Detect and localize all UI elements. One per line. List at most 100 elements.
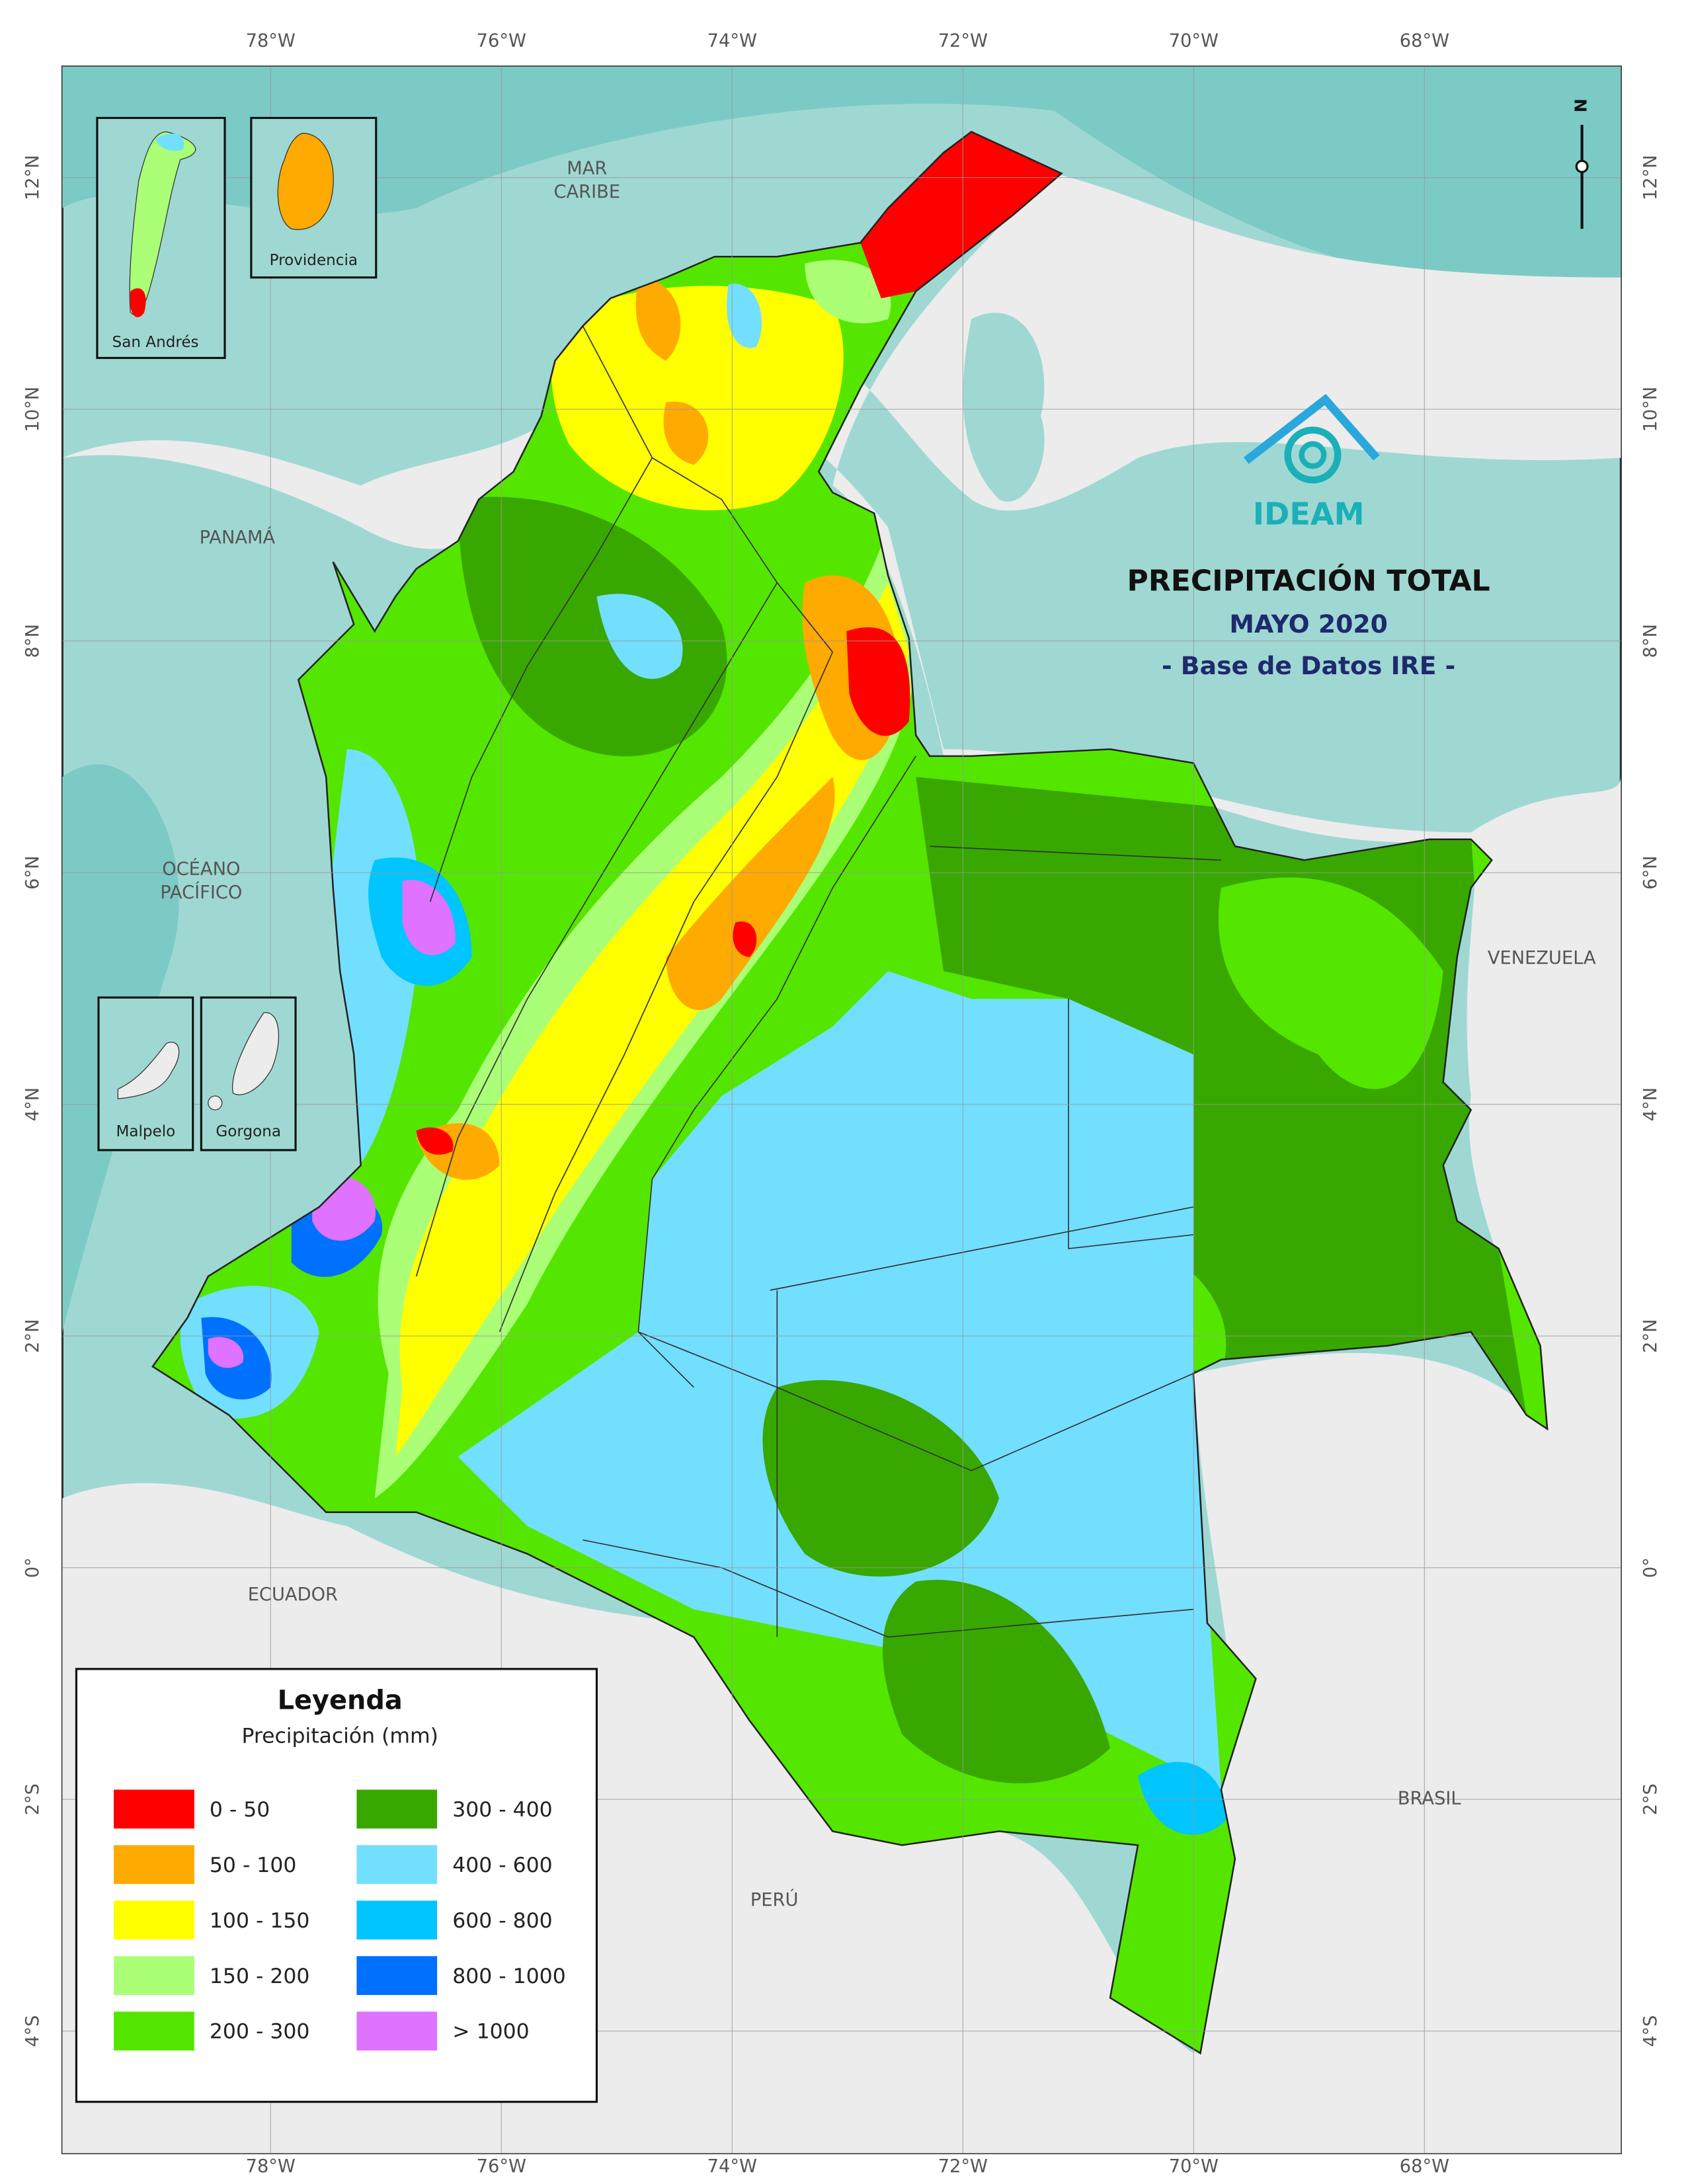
san-andres-blue: [155, 134, 184, 151]
department-border: [582, 1539, 1194, 1638]
legend-label: 600 - 800: [452, 1909, 553, 1933]
precip-zone: [733, 921, 757, 958]
latitude-label: 2°S: [1640, 1783, 1661, 1815]
legend-swatch: [356, 1789, 438, 1829]
legend-label: 300 - 400: [452, 1798, 553, 1822]
place-label: BRASIL: [1398, 1789, 1462, 1809]
latitude-label: 8°N: [1640, 624, 1661, 658]
latitude-label: 12°N: [22, 155, 43, 200]
longitude-label: 78°W: [246, 2156, 296, 2177]
legend-swatch: [114, 2011, 194, 2051]
colombia-outline: [151, 130, 1548, 2055]
legend-label: 50 - 100: [210, 1853, 296, 1877]
latitude-label: 12°N: [1640, 155, 1661, 200]
latitude-label: 6°N: [1640, 855, 1661, 889]
latitude-label: 2°N: [22, 1319, 43, 1352]
legend-items: 0 - 50 50 - 100 100 - 150 150 - 200 200 - 30…: [114, 1789, 566, 2051]
logo-swirl: [1284, 426, 1342, 484]
department-border: [930, 845, 1221, 1249]
gorgona-island: [232, 1012, 279, 1095]
legend-swatch: [114, 1845, 194, 1885]
latitude-label: 8°N: [22, 624, 43, 658]
gorgona-islet: [208, 1095, 223, 1111]
longitude-label: 68°W: [1400, 30, 1449, 51]
place-label: ECUADOR: [248, 1584, 338, 1605]
legend-swatch: [356, 2011, 438, 2051]
legend-label: 150 - 200: [210, 1965, 310, 1988]
map-subtitle: MAYO 2020: [1229, 609, 1388, 639]
logo-text: IDEAM: [1253, 496, 1365, 531]
precip-zone: [551, 286, 844, 511]
malpelo-island: [117, 1042, 180, 1099]
legend-swatch: [356, 1845, 438, 1885]
longitude-label: 74°W: [707, 30, 757, 51]
place-label: VENEZUELA: [1488, 948, 1596, 968]
latitude-label: 2°S: [22, 1783, 43, 1815]
inset-label: San Andrés: [112, 334, 199, 351]
legend-swatch: [114, 1900, 194, 1940]
precip-zone: [882, 1579, 1111, 1783]
graticule: [62, 66, 1621, 2154]
longitude-label: 74°W: [707, 2156, 757, 2177]
lake-maracaibo: [963, 313, 1045, 502]
longitude-label: 76°W: [477, 30, 526, 51]
precip-zone: [727, 284, 762, 348]
legend-label: 200 - 300: [210, 2020, 310, 2044]
latitude-label: 10°N: [1640, 387, 1661, 432]
department-border: [638, 1206, 1194, 1637]
longitude-label: 70°W: [1169, 2156, 1219, 2177]
map-title: PRECIPITACIÓN TOTAL: [1127, 563, 1490, 598]
latitude-label: 6°N: [22, 855, 43, 889]
latitude-label: 4°N: [1640, 1087, 1661, 1121]
longitude-label: 68°W: [1400, 2156, 1449, 2177]
north-label: N: [1572, 98, 1591, 112]
latitude-label: 10°N: [22, 387, 43, 432]
zones: [180, 132, 1527, 1835]
precip-zone: [1138, 1762, 1228, 1835]
longitude-label: 76°W: [477, 2156, 526, 2177]
precip-zone: [635, 277, 681, 361]
precip-zone: [208, 1337, 244, 1368]
precip-zone: [666, 777, 835, 1011]
longitude-label: 72°W: [938, 2156, 988, 2177]
precip-zone: [846, 627, 910, 736]
legend-swatch: [114, 1956, 194, 1996]
precip-zone: [663, 401, 709, 465]
logo-roof: [1243, 393, 1380, 464]
providencia-island: [277, 132, 334, 230]
latitude-label: 0°: [1640, 1557, 1661, 1578]
precip-zone: [416, 1127, 454, 1155]
precip-zone: [596, 594, 683, 680]
legend-subtitle: Precipitación (mm): [241, 1725, 438, 1748]
legend-label: > 1000: [452, 2020, 529, 2044]
precip-zone: [762, 1380, 1000, 1577]
latitude-label: 4°S: [1640, 2015, 1661, 2047]
precip-zone: [402, 880, 456, 955]
legend-label: 100 - 150: [210, 1909, 310, 1933]
inset-label: Malpelo: [116, 1123, 175, 1140]
latitude-label: 2°N: [1640, 1319, 1661, 1352]
inset-label: Providencia: [270, 252, 358, 269]
precip-zone: [458, 496, 727, 757]
longitude-label: 78°W: [246, 30, 296, 51]
place-label: PANAMÁ: [200, 527, 276, 548]
san-andres-red: [130, 288, 146, 317]
inset-label: Gorgona: [216, 1123, 281, 1140]
north-arrow-center: [1575, 159, 1589, 173]
latitude-label: 0°: [22, 1557, 43, 1578]
place-label: OCÉANO: [162, 858, 240, 879]
legend-title: Leyenda: [278, 1686, 403, 1716]
sea-shade: [62, 66, 1621, 287]
place-label: PACÍFICO: [160, 882, 242, 903]
legend-swatch: [356, 1956, 438, 1996]
department-border: [582, 325, 833, 652]
precip-zone: [1218, 877, 1443, 1089]
precip-zone: [860, 132, 1062, 299]
legend-label: 0 - 50: [210, 1798, 270, 1822]
precip-zone: [458, 971, 1221, 1790]
department-border: [415, 582, 778, 1277]
legend-label: 800 - 1000: [452, 1965, 566, 1988]
legend-swatch: [356, 1900, 438, 1940]
labels: 78°W 78°W 76°W 76°W 74°W 74°W 72°W 72°W 70°W 70°W…: [22, 30, 1661, 2176]
